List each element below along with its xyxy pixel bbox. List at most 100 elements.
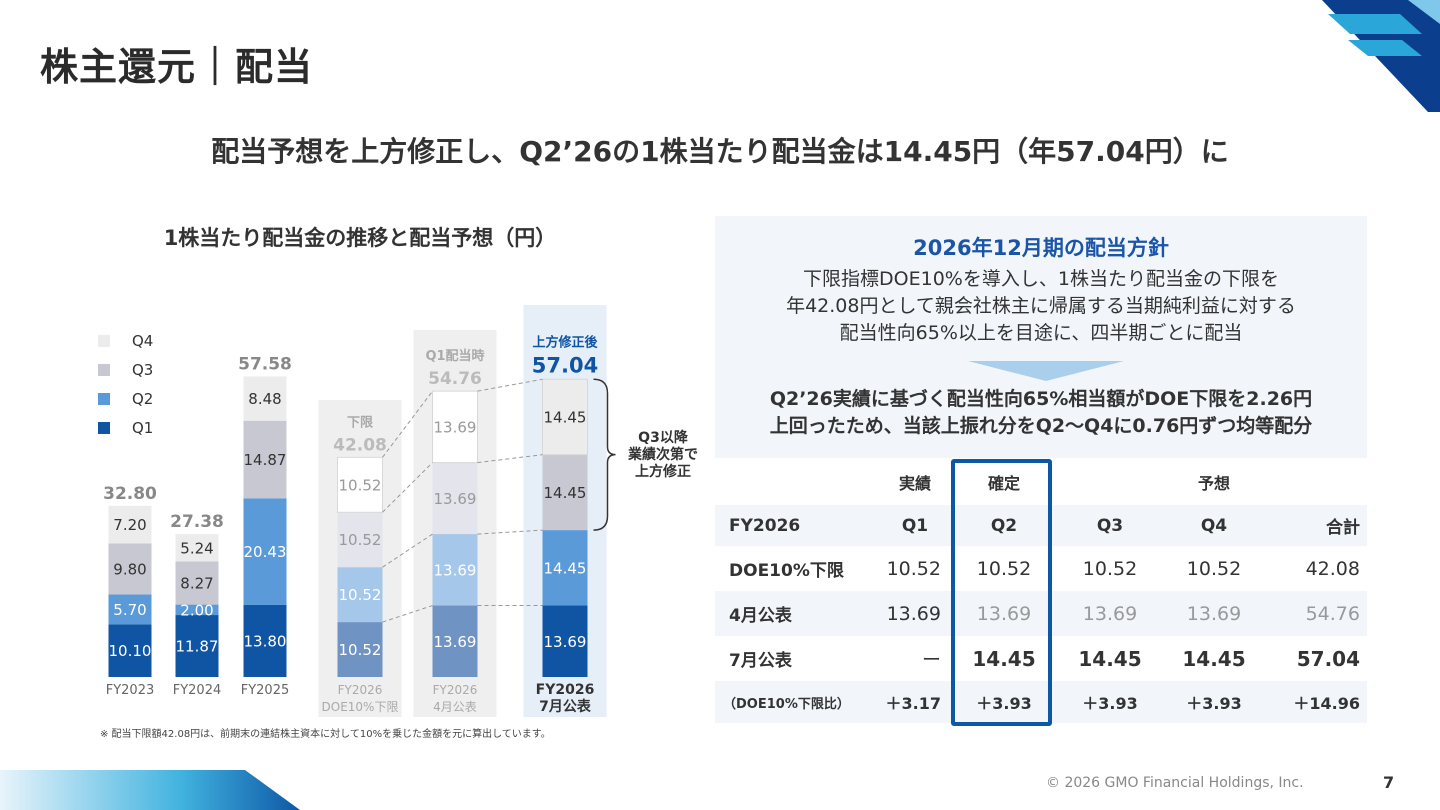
column-header: Q1 <box>901 515 929 536</box>
bar-segment-q2 <box>243 498 287 605</box>
legend-label: Q2 <box>132 389 154 408</box>
connector-line <box>477 529 543 535</box>
bar-segment-q4 <box>243 376 287 421</box>
row-label: 4月公表 <box>729 606 792 626</box>
bar-total-label: 54.76 <box>428 369 482 389</box>
bar-value-label: 9.80 <box>113 560 146 578</box>
annotation-text: 上方修正 <box>635 463 691 480</box>
table-cell: ＋3.93 <box>976 694 1032 713</box>
bar-value-label: 10.52 <box>339 586 382 604</box>
bar-total-label: 42.08 <box>333 435 387 455</box>
x-tick-label: 7月公表 <box>539 698 592 715</box>
chart-legend: Q4 Q3 Q2 Q1 <box>98 326 153 442</box>
bar-total-header: Q1配当時 <box>425 348 484 364</box>
bar-value-label: 5.24 <box>180 539 213 557</box>
legend-label: Q1 <box>132 418 154 437</box>
corner-logo-stripes <box>1322 0 1440 112</box>
bar-segment-q4 <box>108 505 152 544</box>
annotation-text: Q3以降 <box>638 429 689 446</box>
bar-segment-q1 <box>243 604 287 677</box>
revision-brace <box>593 378 616 531</box>
table-cell: ＋3.93 <box>1082 694 1138 713</box>
connector-line <box>382 462 433 513</box>
table-cell: 13.69 <box>886 602 941 625</box>
group-header-fixed: 確定 <box>987 474 1020 493</box>
footnote: ※ 配当下限額42.08円は、前期末の連結株主資本に対して10%を乗じた金額を元… <box>100 729 551 740</box>
column-header: Q2 <box>990 515 1018 536</box>
policy-title: 2026年12月期の配当方針 <box>913 236 1169 260</box>
bar-segment-q2 <box>175 604 219 616</box>
table-cell: ＋14.96 <box>1293 694 1360 713</box>
x-tick-label: FY2024 <box>173 683 222 698</box>
bar-value-label: 7.20 <box>113 516 146 534</box>
bar-total-header: 下限 <box>347 415 374 430</box>
bar-total-header: 上方修正後 <box>532 334 598 350</box>
table-cell: 14.45 <box>972 646 1036 671</box>
group-header-forecast: 予想 <box>1197 474 1230 493</box>
column-header: 合計 <box>1326 518 1360 538</box>
table-group-header-row: 実績 確定 予想 <box>715 459 1367 505</box>
column-header: Q3 <box>1096 515 1124 536</box>
row-label: （DOE10%下限比） <box>723 696 850 712</box>
x-tick-label: 4月公表 <box>433 700 477 714</box>
legend-label: Q3 <box>132 360 154 379</box>
legend-swatch-q4 <box>98 334 110 347</box>
bar-value-label: 10.10 <box>109 642 152 660</box>
bar-total-label: 57.04 <box>532 353 598 377</box>
bar-segment-q2 <box>108 594 152 625</box>
table-cell: 13.69 <box>976 602 1032 625</box>
bar-segment-q2 <box>432 534 478 606</box>
table-cell: 10.52 <box>976 557 1032 580</box>
connector-line <box>382 533 433 568</box>
bar-segment-q2 <box>337 567 383 623</box>
bar-segment-q3 <box>337 512 383 568</box>
table-cell: ー <box>921 649 941 671</box>
policy-text-line: 下限指標DOE10%を導入し、1株当たり配当金の下限を <box>803 268 1279 290</box>
bar-segment-q3 <box>542 454 588 531</box>
bar-segment-q1 <box>108 624 152 677</box>
x-tick-label: FY2026 <box>536 682 595 698</box>
bar-total-label: 27.38 <box>170 512 224 532</box>
table-cell: 14.45 <box>1078 646 1142 671</box>
bar-value-label: 14.45 <box>544 559 587 577</box>
table-cell: 10.52 <box>1082 557 1138 580</box>
bar-segment-q3 <box>108 543 152 595</box>
policy-result-line: 上回ったため、当該上振れ分をQ2～Q4に0.76円ずつ均等配分 <box>769 415 1313 437</box>
bar-value-label: 2.00 <box>180 601 213 619</box>
x-tick-label: FY2026 <box>338 683 383 697</box>
bar-segment-q3 <box>175 561 219 605</box>
table-cell: 13.69 <box>1186 602 1242 625</box>
bar-value-label: 20.43 <box>244 543 287 561</box>
bar-segment-q4 <box>175 534 219 562</box>
legend-item-q1: Q1 <box>98 413 153 442</box>
row-label: DOE10%下限 <box>729 561 844 581</box>
bar-segment-q1 <box>542 605 588 677</box>
table-row: DOE10%下限 10.52 10.52 10.52 10.52 42.08 <box>715 546 1367 591</box>
bar-value-label: 10.52 <box>339 531 382 549</box>
bar-value-label: 8.27 <box>180 575 213 593</box>
bar-value-label: 11.87 <box>176 638 219 656</box>
bar-value-label: 10.52 <box>339 641 382 659</box>
table-cell: 54.76 <box>1305 602 1360 625</box>
table-row: （DOE10%下限比） ＋3.17 ＋3.93 ＋3.93 ＋3.93 ＋14.… <box>715 681 1367 723</box>
table-cell: ＋3.93 <box>1186 694 1242 713</box>
page-title: 株主還元｜配当 <box>40 45 314 89</box>
row-label: 7月公表 <box>729 651 792 671</box>
column-header: FY2026 <box>729 515 801 536</box>
q2-highlight-box <box>951 459 1052 726</box>
down-arrow-icon <box>968 361 1124 381</box>
policy-text-line: 配当性向65%以上を目途に、四半期ごとに配当 <box>839 322 1243 344</box>
x-tick-label: FY2026 <box>433 683 478 697</box>
x-tick-label: FY2025 <box>241 683 290 698</box>
annotation-text: 業績次第で <box>627 446 698 463</box>
footer-copyright: © 2026 GMO Financial Holdings, Inc. <box>1046 775 1304 791</box>
connector-line <box>477 454 543 464</box>
bar-segment-q4 <box>432 390 478 464</box>
bar-value-label: 14.45 <box>544 408 587 426</box>
bar-segment-q4 <box>337 456 383 513</box>
legend-item-q2: Q2 <box>98 384 153 413</box>
bar-value-label: 13.69 <box>434 490 477 508</box>
page-number: 7 <box>1383 773 1395 792</box>
bar-value-label: 14.87 <box>244 451 287 469</box>
bar-total-label: 32.80 <box>103 484 157 504</box>
